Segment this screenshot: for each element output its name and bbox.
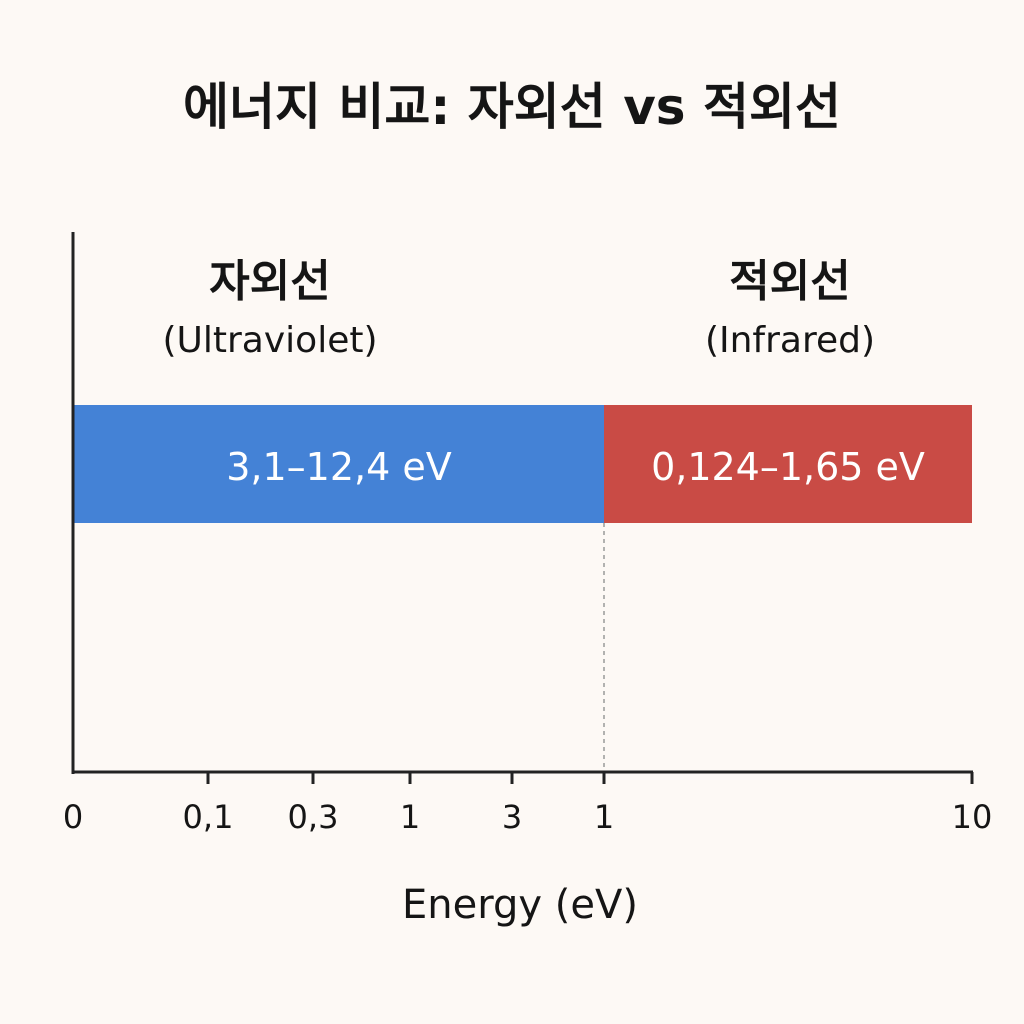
x-axis-label: Energy (eV) bbox=[402, 882, 638, 928]
category-label-ultraviolet: 자외선 bbox=[209, 256, 331, 307]
category-sublabel-infrared: (Infrared) bbox=[704, 320, 876, 361]
x-tick-label: 0 bbox=[62, 798, 84, 836]
x-tick-label: 1 bbox=[399, 798, 421, 836]
x-tick-label: 0,3 bbox=[287, 798, 339, 836]
x-tick-label: 3 bbox=[501, 798, 523, 836]
chart-title: 에너지 비교: 자외선 vs 적외선 bbox=[183, 78, 841, 136]
bar-infrared bbox=[604, 405, 972, 523]
bar-label-infrared: 0,124–1,65 eV bbox=[651, 445, 925, 489]
x-tick-label: 1 bbox=[593, 798, 615, 836]
category-label-infrared: 적외선 bbox=[729, 256, 851, 307]
x-tick-label: 0,1 bbox=[182, 798, 234, 836]
bar-ultraviolet bbox=[74, 405, 604, 523]
bar-label-ultraviolet: 3,1–12,4 eV bbox=[226, 445, 452, 489]
x-tick-label: 10 bbox=[951, 798, 993, 836]
category-sublabel-ultraviolet: (Ultraviolet) bbox=[162, 320, 378, 361]
x-axis-ticks bbox=[206, 772, 974, 784]
